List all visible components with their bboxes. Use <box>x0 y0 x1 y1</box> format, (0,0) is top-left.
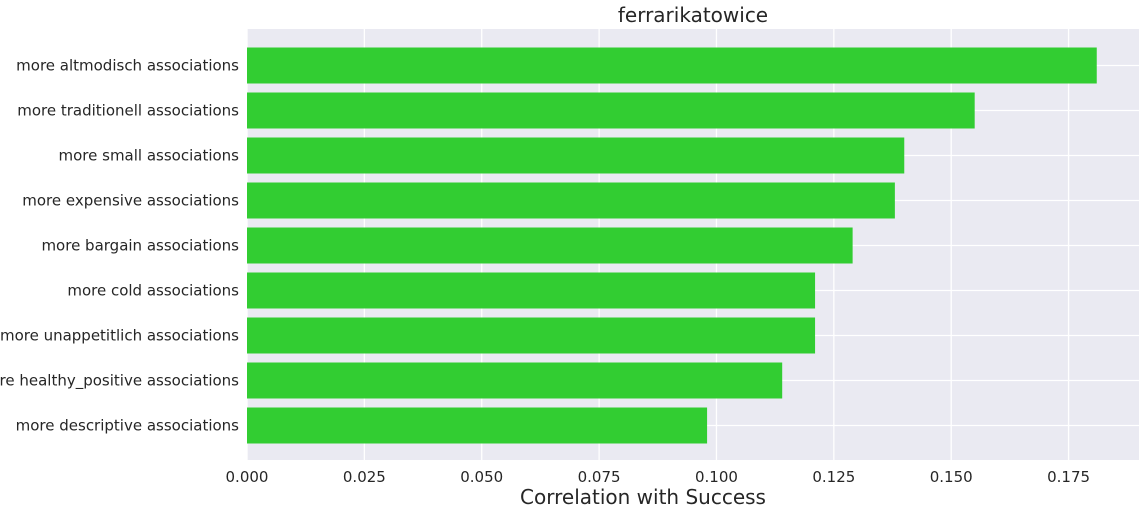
x-tick-label: 0.000 <box>226 468 269 486</box>
bar <box>247 272 816 309</box>
bar <box>247 407 708 444</box>
x-tick-label: 0.100 <box>695 468 738 486</box>
bar <box>247 317 816 354</box>
x-tick-label: 0.050 <box>460 468 503 486</box>
x-tick-label: 0.025 <box>343 468 386 486</box>
category-label: more cold associations <box>67 282 239 300</box>
bar <box>247 227 853 264</box>
x-tick-label: 0.175 <box>1047 468 1090 486</box>
category-label: more small associations <box>59 147 240 165</box>
category-label: more bargain associations <box>41 237 239 255</box>
bar <box>247 137 905 174</box>
category-label: more unappetitlich associations <box>0 327 239 345</box>
bar <box>247 362 783 399</box>
category-label: more traditionell associations <box>17 102 239 120</box>
category-labels: more altmodisch associations more traditi… <box>0 57 239 435</box>
x-axis-label: Correlation with Success <box>520 485 766 509</box>
category-label: more descriptive associations <box>16 417 240 435</box>
bar <box>247 182 895 219</box>
bars <box>247 47 1097 444</box>
x-tick-label: 0.150 <box>930 468 973 486</box>
category-label: more healthy_positive associations <box>0 372 239 391</box>
bar <box>247 47 1097 84</box>
x-tick-label: 0.075 <box>578 468 621 486</box>
x-tick-label: 0.125 <box>812 468 855 486</box>
x-tick-labels: 0.000 0.025 0.050 0.075 0.100 0.125 0.150 0.175 <box>226 468 1091 486</box>
chart-title: ferrarikatowice <box>618 3 768 27</box>
category-label: more altmodisch associations <box>16 57 239 75</box>
bar <box>247 92 975 129</box>
category-label: more expensive associations <box>22 192 239 210</box>
